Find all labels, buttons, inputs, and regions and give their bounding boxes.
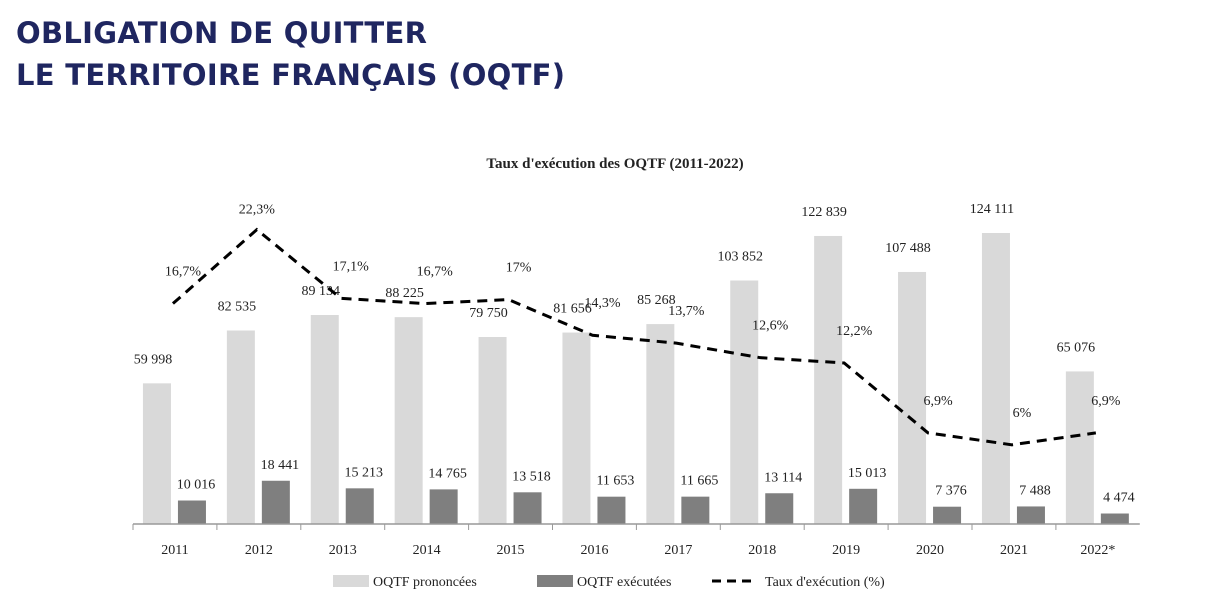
bar-executees-label: 13 518 [512,469,551,484]
x-tick-label: 2022* [1080,543,1115,558]
x-tick-label: 2012 [245,543,273,558]
taux-label: 16,7% [165,265,202,280]
taux-label: 12,2% [836,324,873,339]
bar-prononcees [478,337,507,524]
legend-label-prononcees: OQTF prononcées [373,575,477,590]
bar-prononcees [646,324,675,524]
bar-executees-label: 15 013 [848,466,887,481]
bar-prononcees-label: 88 225 [385,286,424,301]
bar-executees [933,506,962,524]
bar-prononcees-label: 107 488 [885,241,931,256]
bar-prononcees-label: 89 134 [302,284,341,299]
taux-label: 16,7% [417,265,454,280]
bar-prononcees [394,317,423,524]
bar-prononcees [981,233,1010,524]
x-tick-label: 2014 [413,543,441,558]
bar-executees [429,489,458,524]
bar-executees-label: 7 488 [1019,483,1051,498]
bar-executees [345,488,374,524]
bar-executees-label: 10 016 [177,478,216,493]
x-tick-label: 2016 [580,543,608,558]
bar-prononcees [730,280,759,524]
bar-prononcees-label: 103 852 [718,250,764,265]
bar-prononcees-label: 79 750 [469,306,508,321]
legend-label-taux: Taux d'exécution (%) [765,575,885,590]
bar-prononcees [562,332,591,524]
x-tick-label: 2013 [329,543,357,558]
x-tick-label: 2017 [664,543,692,558]
bar-executees-label: 13 114 [764,470,802,485]
bar-prononcees-label: 81 656 [553,302,592,317]
x-tick-label: 2021 [1000,543,1028,558]
taux-label: 17,1% [333,259,370,274]
bar-prononcees-label: 59 998 [134,352,173,367]
taux-label: 12,6% [752,319,789,334]
bar-executees [1016,506,1045,524]
taux-label: 6% [1013,406,1032,421]
bar-executees [513,492,542,524]
bar-executees-label: 11 665 [680,474,718,489]
taux-label: 17% [506,261,532,276]
x-tick-label: 2015 [497,543,525,558]
bar-prononcees-label: 122 839 [801,205,847,220]
taux-label: 13,7% [668,304,705,319]
taux-label: 6,9% [923,394,953,409]
legend-swatch-prononcees [333,575,369,587]
chart-title: Taux d'exécution des OQTF (2011-2022) [486,156,743,172]
bar-executees [261,480,290,524]
bar-executees-label: 15 213 [345,465,384,480]
x-tick-label: 2018 [748,543,776,558]
bar-prononcees-label: 82 535 [218,299,257,314]
bar-executees [1100,513,1129,524]
bar-prononcees [310,315,339,524]
bar-prononcees [1065,371,1094,524]
bar-prononcees [814,235,843,524]
taux-label: 22,3% [239,203,276,218]
x-tick-label: 2011 [161,543,188,558]
bar-executees [849,488,878,524]
taux-line [171,227,1097,447]
bar-executees [765,493,794,524]
header-line-1: OBLIGATION DE QUITTER [16,16,428,50]
bar-prononcees [142,383,171,524]
bar-prononcees [898,271,927,524]
bar-executees-label: 7 376 [935,484,967,499]
taux-label: 14,3% [584,296,621,311]
bar-executees [177,500,206,524]
bar-prononcees [226,330,255,524]
bar-executees-label: 18 441 [261,458,300,473]
legend-swatch-executees [537,575,573,587]
bar-executees-label: 11 653 [596,474,634,489]
page-header: OBLIGATION DE QUITTER LE TERRITOIRE FRAN… [16,12,565,96]
header-line-2: LE TERRITOIRE FRANÇAIS (OQTF) [16,58,566,92]
x-tick-label: 2019 [832,543,860,558]
bar-prononcees-label: 85 268 [637,293,676,308]
taux-label: 6,9% [1091,394,1121,409]
legend-label-executees: OQTF exécutées [577,575,671,590]
bar-executees [681,496,710,524]
bar-prononcees-label: 65 076 [1057,340,1096,355]
x-tick-label: 2020 [916,543,944,558]
bar-executees-label: 4 474 [1103,491,1135,506]
bar-prononcees-label: 124 111 [970,202,1014,217]
bar-executees-label: 14 765 [428,466,467,481]
bar-executees [597,496,626,524]
